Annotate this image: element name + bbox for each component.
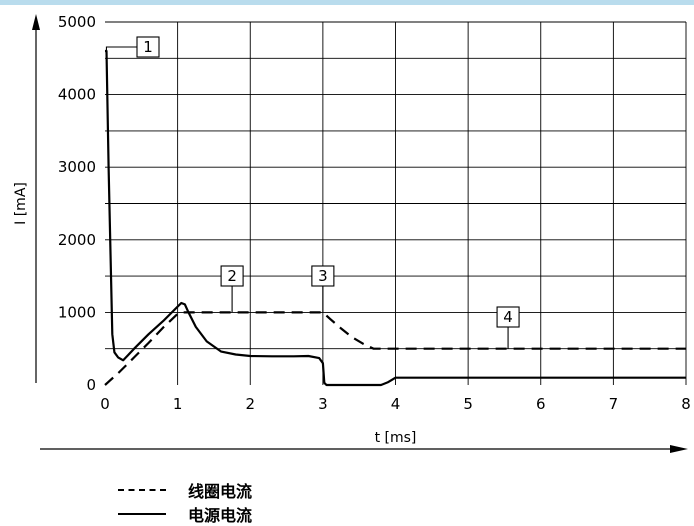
x-tick-label: 1 [173,395,183,413]
legend-item-supply-current: 电源电流 [118,502,252,526]
x-tick-label: 6 [536,395,546,413]
series-coil-current-line [104,311,686,386]
callout-4: 4 [496,306,520,349]
y-tick-label: 5000 [58,13,96,31]
callout-box [220,265,244,287]
y-tick-label: 1000 [58,303,96,321]
x-tick-label: 0 [100,395,110,413]
legend-dashed-swatch [118,489,166,491]
callout-number: 4 [503,308,513,326]
callout-number: 1 [143,38,153,56]
x-tick-label: 7 [609,395,619,413]
axes [32,14,688,453]
grid [105,21,687,385]
legend-label-supply-current: 电源电流 [188,506,253,525]
x-axis-label: t [ms] [375,430,417,446]
callouts: 1 2 3 4 [105,36,520,349]
y-tick-label: 4000 [58,86,96,104]
legend-solid-swatch [118,513,166,515]
series-lines [104,49,686,387]
x-tick-label: 3 [318,395,328,413]
callout-number: 3 [318,267,328,285]
y-axis-arrowhead [32,14,40,30]
y-axis-label: I [mA] [13,182,29,225]
series-supply-current-line [105,49,686,387]
x-axis-arrowhead [670,445,688,453]
top-accent-bar [0,0,694,5]
x-tick-label: 4 [391,395,401,413]
y-tick-label: 2000 [58,231,96,249]
legend-label-coil-current: 线圈电流 [188,482,253,501]
y-tick-label: 3000 [58,158,96,176]
tick-labels: 0 1 2 3 4 5 6 7 8 0 1000 2000 3000 4000 5000 [58,13,691,413]
callout-1: 1 [105,36,160,58]
callout-2: 2 [220,265,244,313]
x-tick-label: 2 [245,395,255,413]
legend-item-coil-current: 线圈电流 [118,478,252,502]
callout-box [136,36,160,58]
callout-3: 3 [311,265,335,313]
callout-number: 2 [227,267,237,285]
callout-leader [105,46,137,52]
x-tick-label: 5 [463,395,473,413]
y-tick-label: 0 [86,376,96,394]
callout-box [496,306,520,328]
callout-box [311,265,335,287]
x-tick-label: 8 [681,395,691,413]
